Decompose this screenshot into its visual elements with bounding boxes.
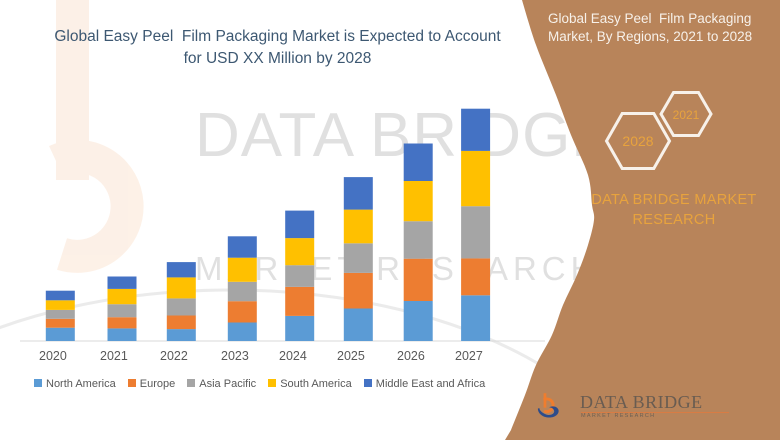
svg-text:2028: 2028 [622,133,653,149]
svg-text:2021: 2021 [673,108,700,122]
